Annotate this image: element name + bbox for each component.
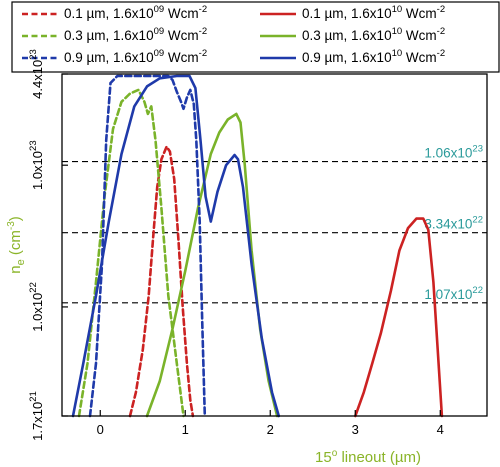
y-axis-label: ne (cm-3) [6, 216, 27, 274]
legend-entry: 0.3 µm, 1.6x1009 Wcm-2 [64, 26, 207, 43]
reference-label: 1.06x1023 [424, 144, 483, 161]
legend-entry: 0.1 µm, 1.6x1010 Wcm-2 [302, 4, 445, 21]
plot-frame [61, 73, 488, 417]
series-group [71, 74, 444, 418]
y-tick-label: 1.7x1021 [28, 391, 45, 441]
x-tick-label: 4 [437, 422, 444, 437]
legend-entry: 0.3 µm, 1.6x1010 Wcm-2 [302, 26, 445, 43]
x-tick-label: 3 [352, 422, 359, 437]
series-line [354, 217, 444, 418]
y-tick-label: 1.0x1022 [28, 282, 45, 332]
legend-entry: 0.1 µm, 1.6x1009 Wcm-2 [64, 4, 207, 21]
series-line [71, 74, 281, 418]
legend-box [11, 1, 500, 73]
legend-entry: 0.9 µm, 1.6x1010 Wcm-2 [302, 48, 445, 65]
y-tick-label: 1.0x1023 [28, 140, 45, 190]
x-axis-label: 15o lineout (µm) [315, 448, 421, 466]
reference-lines: 1.06x1023 3.34x1022 1.07x1022 [62, 144, 487, 304]
x-tick-label: 0 [97, 422, 104, 437]
series-line [88, 74, 207, 418]
x-tick-label: 1 [182, 422, 189, 437]
axis-labels: 15o lineout (µm) ne (cm-3) [6, 216, 421, 466]
legend: 0.1 µm, 1.6x1009 Wcm-2 0.3 µm, 1.6x1009 W… [22, 4, 445, 65]
legend-entry: 0.9 µm, 1.6x1009 Wcm-2 [64, 48, 207, 65]
reference-label: 3.34x1022 [424, 215, 483, 232]
x-tick-label: 2 [267, 422, 274, 437]
axis-ticks: 0 1 2 3 4 1.7x1021 1.0x1022 1.0x1023 4.4x1023 [28, 49, 444, 441]
series-line [128, 145, 195, 418]
y-tick-label: 4.4x1023 [28, 49, 45, 99]
reference-label: 1.07x1022 [424, 285, 483, 302]
